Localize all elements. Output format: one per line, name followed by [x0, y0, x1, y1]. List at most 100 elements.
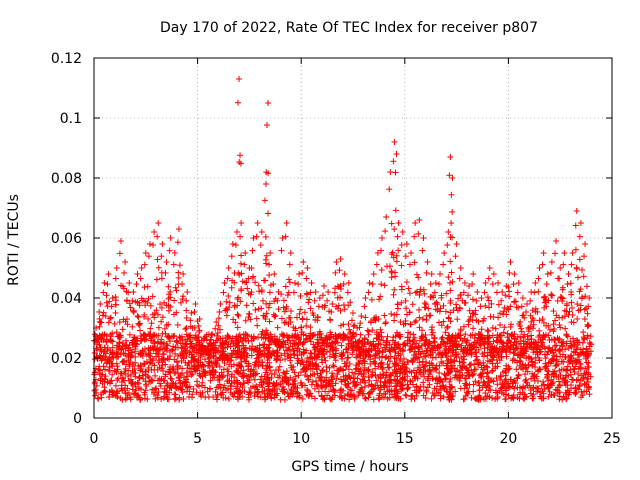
data-point — [153, 307, 160, 314]
data-point — [100, 289, 107, 296]
data-point — [532, 280, 539, 286]
data-point — [262, 181, 269, 187]
data-point — [413, 317, 420, 324]
data-point — [358, 313, 365, 319]
data-point — [495, 280, 502, 286]
data-point — [136, 302, 143, 309]
data-point — [572, 246, 579, 253]
data-point — [113, 329, 120, 336]
data-point — [101, 388, 108, 395]
data-point — [378, 281, 385, 288]
data-point — [584, 332, 591, 339]
data-point — [109, 330, 116, 337]
data-point — [146, 241, 153, 247]
data-point — [448, 220, 455, 227]
data-point — [235, 312, 242, 319]
data-point — [163, 259, 170, 265]
data-point — [265, 210, 272, 217]
data-point — [97, 346, 104, 353]
data-point — [96, 308, 103, 315]
data-point — [330, 363, 337, 370]
data-point — [154, 392, 161, 399]
data-point — [271, 271, 278, 277]
data-point — [154, 394, 161, 401]
x-axis-label: GPS time / hours — [291, 459, 408, 475]
data-point — [186, 388, 193, 395]
data-point — [409, 301, 416, 308]
data-point — [234, 311, 241, 318]
data-point — [530, 325, 537, 332]
data-point — [162, 330, 169, 337]
data-point — [447, 375, 454, 382]
data-point — [250, 300, 257, 307]
data-point — [184, 289, 191, 295]
data-point — [182, 359, 189, 366]
data-point — [489, 324, 496, 331]
data-point — [415, 274, 422, 281]
data-point — [432, 280, 439, 286]
data-point — [144, 396, 151, 403]
data-point — [584, 310, 591, 317]
x-tick-label: 25 — [603, 431, 621, 447]
data-point — [413, 271, 420, 278]
data-point — [199, 361, 206, 368]
data-point — [106, 364, 113, 371]
data-point — [312, 289, 319, 295]
data-point — [97, 319, 104, 326]
data-point — [104, 281, 111, 288]
data-point — [536, 327, 543, 334]
data-point — [557, 324, 564, 331]
data-point — [315, 303, 322, 310]
data-point — [573, 208, 580, 214]
data-point — [562, 325, 569, 332]
data-point — [581, 306, 588, 313]
data-point — [263, 252, 270, 259]
data-point — [572, 222, 579, 229]
data-point — [121, 269, 128, 276]
data-point — [113, 265, 120, 271]
data-point — [190, 353, 197, 360]
data-point — [177, 299, 184, 306]
data-point — [395, 247, 402, 254]
data-point — [559, 314, 566, 321]
data-point — [195, 322, 202, 329]
data-point — [563, 300, 570, 307]
data-point — [132, 381, 139, 388]
data-point — [386, 186, 393, 193]
data-point — [424, 259, 431, 265]
data-point — [138, 295, 145, 302]
data-point — [251, 376, 258, 383]
data-point — [571, 366, 578, 373]
data-point — [125, 350, 132, 357]
data-point — [527, 297, 534, 304]
data-point — [552, 250, 559, 257]
data-point — [132, 298, 139, 305]
data-point — [176, 394, 183, 401]
data-point — [366, 280, 373, 286]
data-point — [158, 275, 165, 282]
data-point — [426, 381, 433, 388]
data-point — [575, 376, 582, 383]
data-point — [175, 364, 182, 371]
data-point — [357, 320, 364, 327]
data-point — [507, 259, 514, 265]
y-axis-label: ROTI / TECUs — [6, 194, 22, 286]
data-point — [122, 396, 129, 403]
data-point — [102, 313, 109, 320]
data-point — [238, 220, 245, 226]
data-point — [397, 318, 404, 325]
data-point — [168, 376, 175, 383]
data-point — [188, 372, 195, 379]
data-point — [462, 331, 469, 338]
data-point — [382, 354, 389, 361]
data-point — [142, 387, 149, 394]
data-point — [138, 265, 145, 271]
data-point — [482, 280, 489, 286]
data-point — [166, 338, 173, 345]
data-point — [281, 396, 288, 403]
data-point — [405, 285, 412, 292]
data-point — [560, 261, 567, 268]
data-point — [179, 281, 186, 288]
data-point — [416, 314, 423, 321]
data-point — [394, 233, 401, 240]
